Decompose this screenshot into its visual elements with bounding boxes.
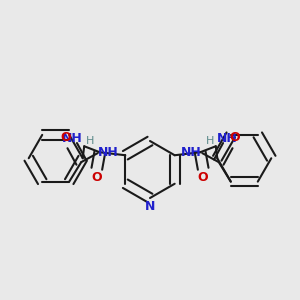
Text: N: N [145, 200, 155, 212]
Text: H: H [206, 136, 214, 146]
Text: O: O [198, 171, 208, 184]
Text: O: O [60, 131, 71, 144]
Text: H: H [86, 136, 94, 146]
Text: NH: NH [98, 146, 119, 159]
Text: O: O [92, 171, 102, 184]
Text: O: O [229, 131, 240, 144]
Text: NH: NH [217, 132, 238, 145]
Text: NH: NH [62, 132, 83, 145]
Text: NH: NH [181, 146, 202, 159]
